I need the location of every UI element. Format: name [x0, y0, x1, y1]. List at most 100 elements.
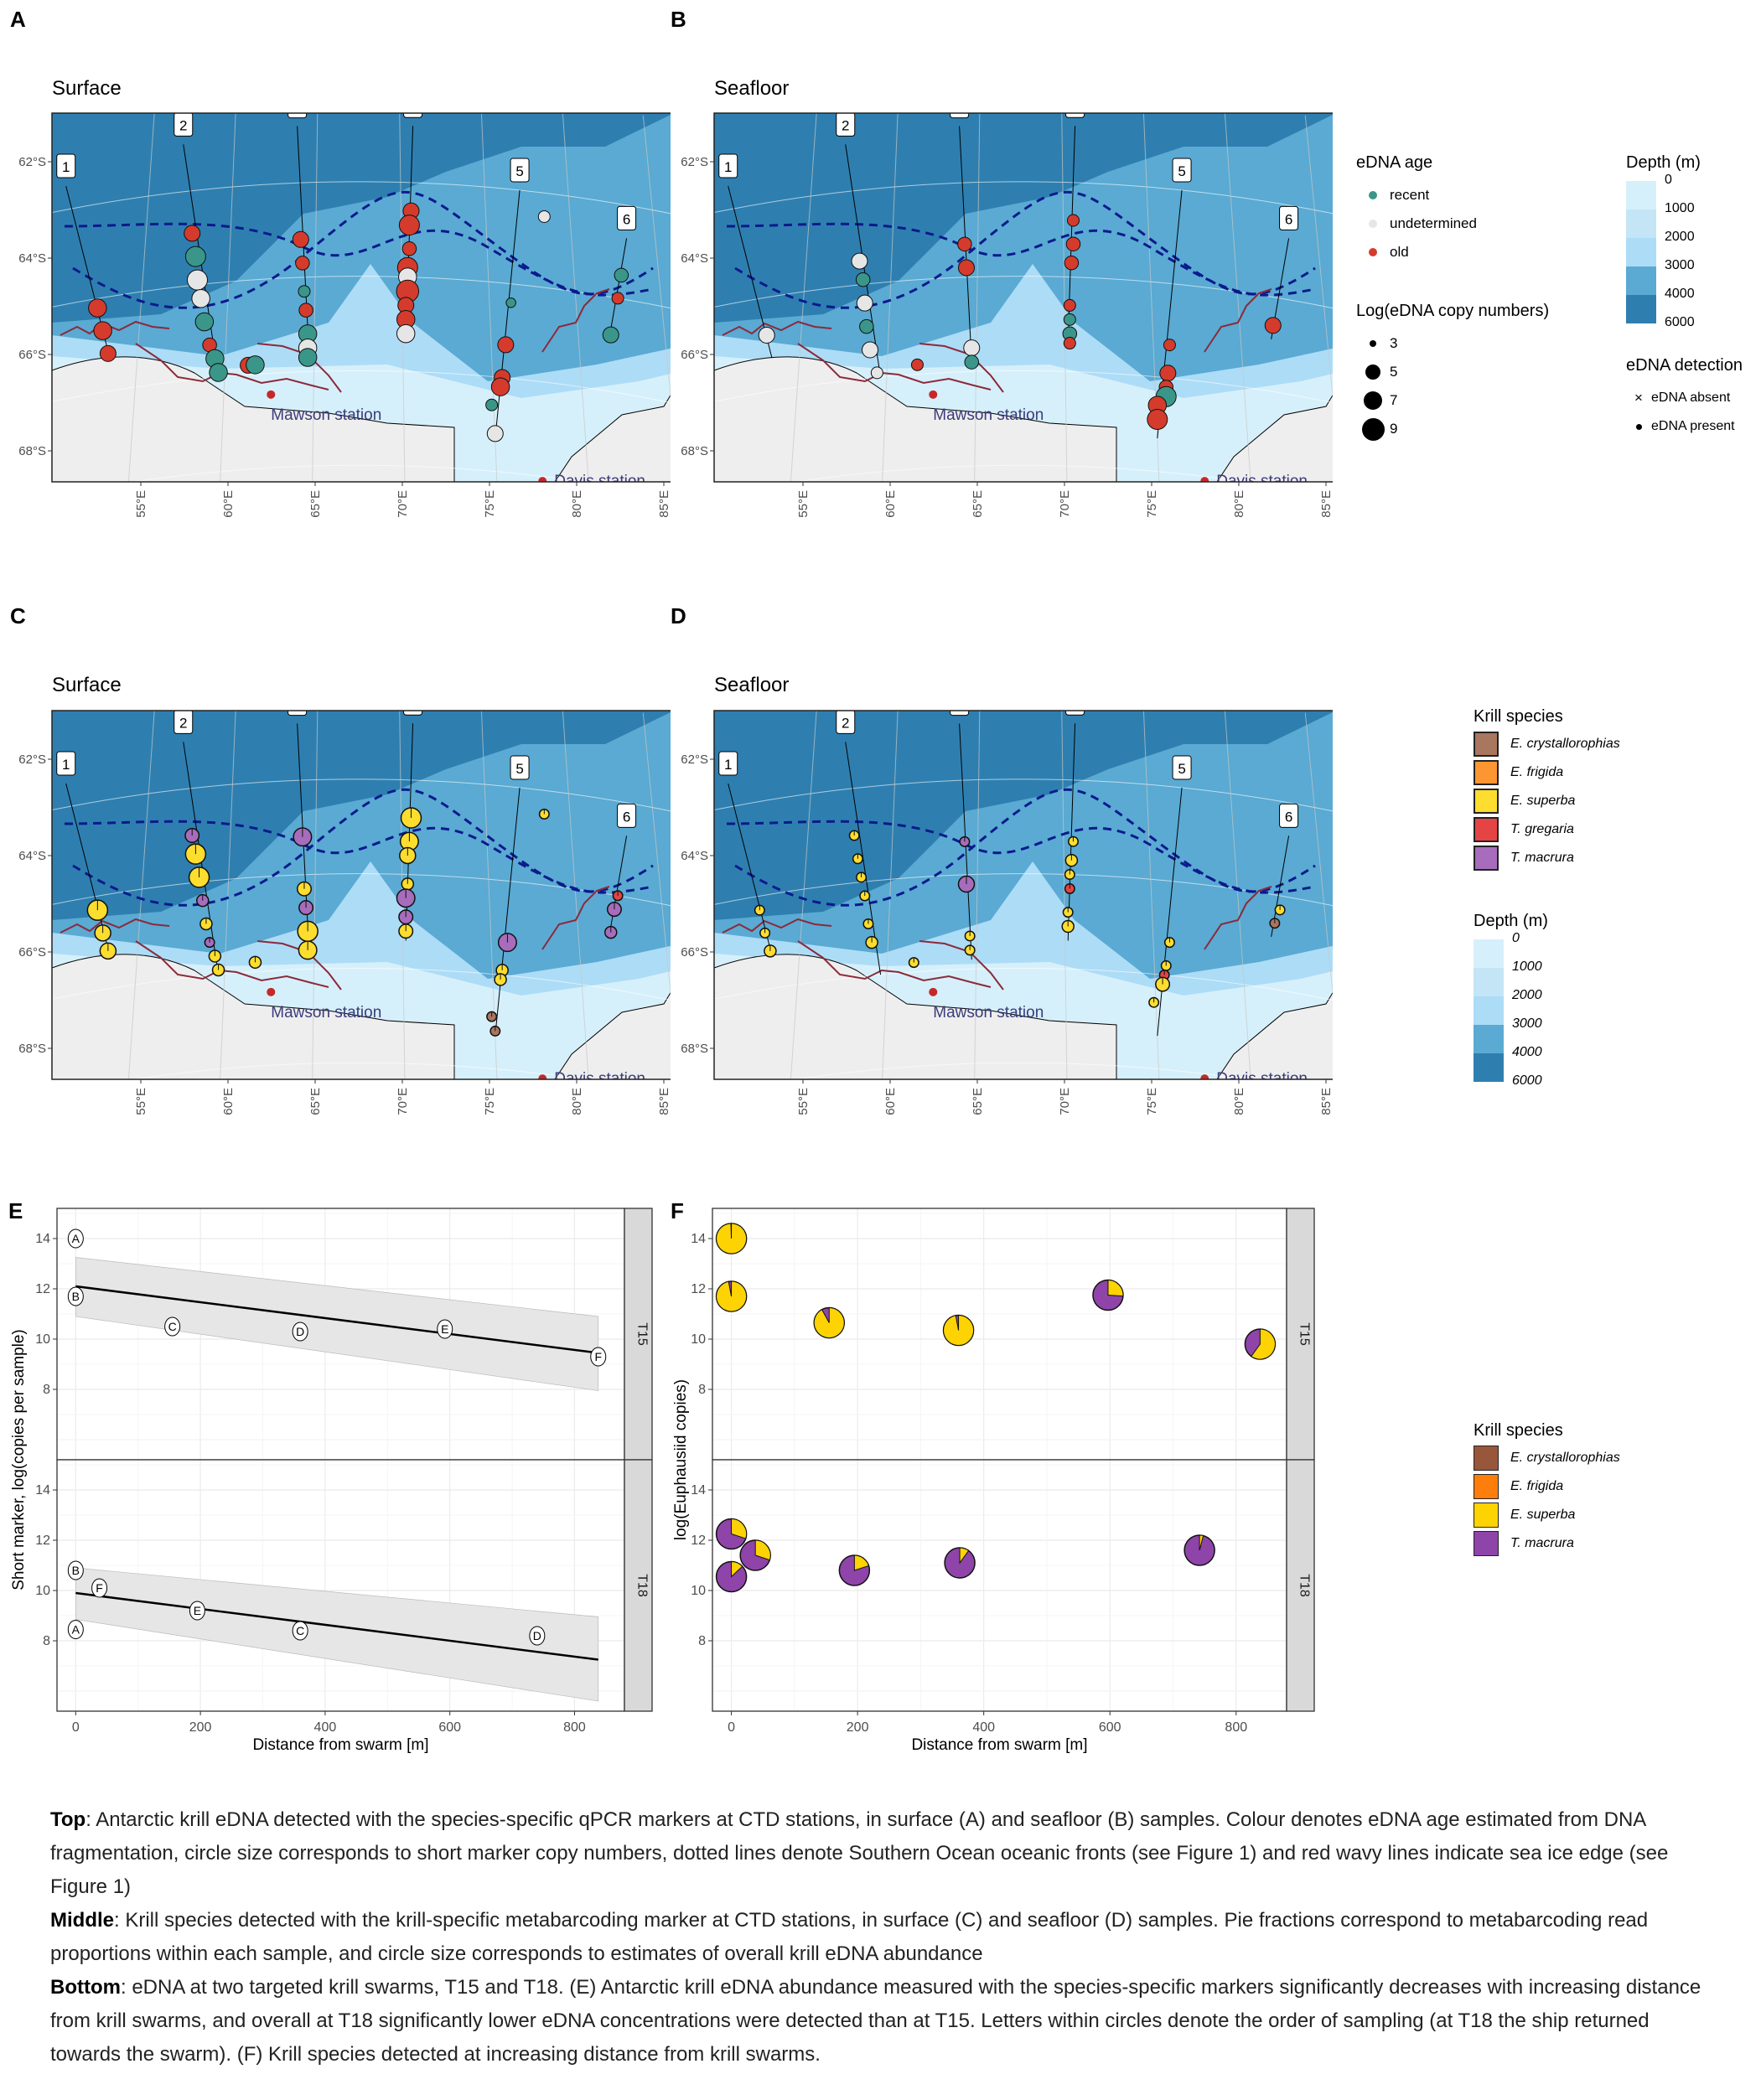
legend-label: eDNA absent [1651, 391, 1731, 405]
facet-strip-label: T15 [1297, 1322, 1312, 1346]
sample-letter: A [72, 1232, 80, 1245]
pie-slice-superba [853, 1554, 870, 1571]
edna-sample-point [1063, 298, 1076, 312]
legend-item: T. gregaria [1474, 815, 1620, 844]
depth-colorbar [1626, 181, 1656, 345]
y-tick-label: 14 [35, 1483, 50, 1497]
lon-tick-label: 65°E [308, 1088, 323, 1115]
size-dot-icon [1361, 417, 1385, 441]
mawson-station-label: Mawson station [933, 1004, 1044, 1022]
lat-tick-label: 66°S [681, 945, 708, 959]
transect-label: 3 [293, 105, 301, 116]
sample-point: E [189, 1601, 205, 1621]
oceanic-front [72, 788, 654, 907]
plot-background [712, 1208, 1287, 1460]
panel-letter-a: A [10, 7, 26, 32]
regression-line [75, 1591, 598, 1661]
edna-sample-point [957, 236, 972, 252]
graticule-lat [714, 181, 1333, 215]
legend-item: E. frigida [1474, 758, 1620, 787]
figure-caption: Top: Antarctic krill eDNA detected with … [50, 1803, 1718, 2072]
sample-letter: F [96, 1581, 103, 1595]
transect-label-box [287, 711, 308, 716]
legend-item: eDNA present [1626, 412, 1743, 441]
graticule-lon [220, 711, 236, 1079]
oceanic-front [726, 222, 1316, 297]
sample-circle [67, 1286, 84, 1306]
sea-ice-edge [60, 918, 170, 934]
legend-edna-age: eDNA age recent undetermined old [1356, 153, 1477, 266]
lon-tick-label: 60°E [883, 1088, 898, 1115]
edna-sample-point [1147, 409, 1168, 431]
sample-point: B [67, 1560, 84, 1580]
transect-label: 5 [1178, 761, 1185, 777]
swatch-icon [1474, 732, 1499, 757]
legend-label: eDNA present [1651, 419, 1735, 433]
transect-label: 5 [1178, 163, 1185, 179]
sea-ice-edge [1204, 288, 1272, 353]
legend-edna-detection: eDNA detection × eDNA absent eDNA present [1626, 356, 1743, 441]
transect-line [1067, 723, 1076, 941]
sample-circle [67, 1560, 84, 1580]
transect-label: 6 [1285, 809, 1292, 825]
graticule-lon [974, 113, 981, 482]
swatch-icon [1474, 846, 1499, 871]
edna-sample-point [298, 348, 318, 367]
transect-label: 2 [842, 117, 849, 133]
edna-sample-point [93, 321, 112, 340]
oceanic-front [726, 820, 1316, 894]
sample-circle [292, 1621, 308, 1641]
y-tick-label: 12 [35, 1534, 50, 1548]
x-axis-title: Distance from swarm [m] [252, 1736, 428, 1754]
transect-line [728, 783, 773, 956]
antarctic-land-east [554, 394, 671, 482]
edna-sample-point [295, 256, 310, 271]
sample-point: E [437, 1319, 453, 1339]
edna-sample-point [859, 318, 874, 334]
legend-depth-top: Depth (m) 0 1000 2000 3000 4000 6000 [1626, 153, 1701, 345]
pie-marker [715, 1560, 748, 1593]
depth-label: 3000 [1665, 258, 1695, 272]
graticule-lat [793, 1062, 1249, 1079]
plot-background [712, 1460, 1287, 1711]
y-tick-label: 8 [43, 1634, 50, 1648]
swatch-icon [1474, 1474, 1499, 1499]
pie-marker [838, 1554, 871, 1586]
chart-panel-f: 8 10 12 14 T15 8 10 12 14 T18 0 200 400 600 800 Distanc… [672, 1208, 1315, 1754]
transect-label-box [1279, 803, 1299, 828]
x-tick-label: 0 [728, 1720, 735, 1735]
pie-slice-superba [731, 1560, 743, 1578]
transect-label-box [718, 751, 738, 776]
davis-station-marker [1200, 1074, 1209, 1079]
lon-tick-label: 65°E [971, 490, 985, 518]
edna-sample-point [396, 323, 416, 344]
mawson-station-label: Mawson station [271, 406, 381, 424]
transect-label: 1 [724, 757, 732, 773]
sample-circle [189, 1601, 205, 1621]
lon-tick-label: 65°E [971, 1088, 985, 1115]
edna-sample-point [851, 252, 868, 270]
sea-ice-edge [797, 343, 992, 391]
pie-slice-superba [716, 1280, 748, 1312]
x-tick-label: 800 [1225, 1720, 1247, 1735]
lon-tick-label: 75°E [483, 1088, 497, 1115]
lat-tick-label: 68°S [681, 444, 708, 458]
transect-label-box [1279, 205, 1299, 230]
transect-label-box [403, 711, 423, 716]
edna-sample-point [298, 285, 311, 298]
y-tick-label: 12 [691, 1534, 706, 1548]
swatch-icon [1474, 1446, 1499, 1471]
legend-title: eDNA detection [1626, 356, 1743, 375]
y-axis-title: Short marker, log(copies per sample) [10, 1329, 28, 1591]
transect-label-box [174, 113, 194, 137]
edna-sample-point [963, 339, 981, 357]
legend-label: 9 [1390, 421, 1398, 437]
transect-label-box [56, 153, 76, 178]
edna-sample-point [1163, 339, 1176, 352]
lon-tick-label: 60°E [221, 490, 236, 518]
depth-label: 1000 [1665, 201, 1695, 215]
edna-sample-point [398, 215, 420, 236]
legend-item: recent [1356, 181, 1477, 209]
confidence-band [75, 1567, 599, 1702]
edna-sample-point [486, 425, 504, 442]
